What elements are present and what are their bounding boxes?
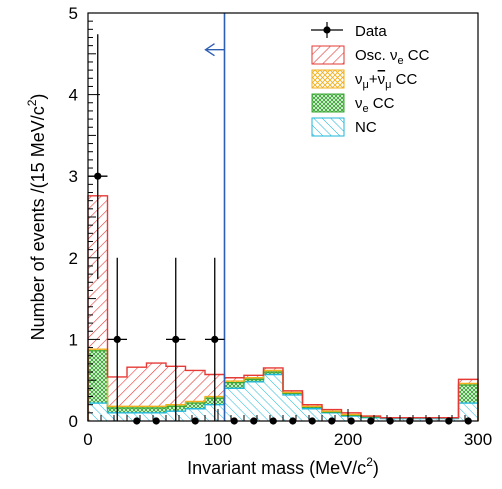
bar-osc-5 [185, 370, 205, 402]
legend: Data Osc. νe CC νμ+νμ CC νe CC NC [311, 22, 430, 137]
bar-nue-8 [244, 379, 264, 382]
bar-nc-5 [185, 408, 205, 421]
data-point-6 [211, 335, 219, 343]
x-tick-label: 100 [204, 430, 232, 449]
bar-osc-7 [224, 377, 244, 382]
legend-item-nue: νe CC [311, 93, 395, 115]
bar-nc-7 [224, 388, 244, 421]
bar-osc-9 [263, 367, 283, 371]
bar-nc-9 [263, 374, 283, 421]
legend-item-nc: NC [311, 117, 377, 137]
plot-frame [87, 12, 479, 422]
outline-osc [87, 195, 479, 421]
legend-label-numu: νμ+νμ CC [355, 71, 417, 91]
bar-nc-2 [127, 412, 147, 421]
bar-osc-10 [283, 390, 303, 393]
axis-ticks [87, 12, 479, 422]
x-tick-label: 300 [464, 430, 492, 449]
bar-osc-11 [302, 404, 322, 407]
legend-label-nc: NC [355, 119, 377, 136]
legend-label-osc: Osc. νe CC [355, 47, 430, 67]
legend-label-nue: νe CC [355, 95, 395, 115]
bar-nc-0 [88, 403, 108, 421]
bar-numu-3 [146, 406, 166, 408]
bar-osc-8 [244, 375, 264, 378]
x-tick-label: 200 [334, 430, 362, 449]
bar-nue-9 [263, 372, 283, 375]
bar-osc-19 [458, 379, 478, 384]
bar-nue-0 [88, 350, 108, 404]
legend-item-numu: νμ+νμ CC [311, 69, 417, 91]
bar-osc-13 [341, 412, 361, 415]
bar-nc-11 [302, 408, 322, 421]
bar-numu-9 [263, 370, 283, 373]
bar-nc-3 [146, 412, 166, 421]
data-point-1 [113, 335, 121, 343]
y-tick-label: 3 [69, 167, 78, 186]
bar-nue-3 [146, 407, 166, 413]
bar-numu-7 [224, 381, 244, 383]
y-tick-label: 0 [69, 412, 78, 431]
legend-item-data: Data [311, 22, 387, 40]
bar-numu-19 [458, 383, 478, 386]
y-tick-label: 1 [69, 330, 78, 349]
x-axis-title: Invariant mass (MeV/c2) [187, 455, 379, 478]
bar-osc-2 [127, 367, 147, 407]
bar-nc-8 [244, 381, 264, 421]
stacked-histogram [87, 195, 479, 421]
cut-arrow-head [204, 43, 215, 57]
bar-numu-5 [185, 401, 205, 404]
y-tick-label: 5 [69, 4, 78, 23]
bar-nc-10 [283, 394, 303, 421]
bar-nue-2 [127, 407, 147, 413]
bar-nue-5 [185, 403, 205, 409]
legend-item-osc: Osc. νe CC [311, 45, 430, 67]
bar-nue-7 [224, 382, 244, 389]
bar-nue-10 [283, 393, 303, 395]
bar-numu-2 [127, 406, 147, 408]
bar-nc-12 [322, 412, 342, 421]
x-tick-label: 0 [83, 430, 92, 449]
bar-numu-0 [88, 349, 108, 351]
bar-osc-12 [322, 409, 342, 412]
bar-osc-3 [146, 363, 166, 407]
bar-nc-19 [458, 403, 478, 421]
bar-numu-8 [244, 377, 264, 380]
y-tick-label: 4 [69, 86, 78, 105]
legend-label-data: Data [355, 23, 387, 40]
data-points [88, 34, 472, 425]
cut-marker [204, 13, 226, 421]
y-tick-label: 2 [69, 249, 78, 268]
y-axis-title: Number of events /(15 MeV/c2) [25, 94, 48, 341]
bar-nue-11 [302, 407, 322, 409]
bar-nue-19 [458, 385, 478, 404]
tick-labels: 0 100 200 300 0 1 2 3 4 5 [69, 4, 493, 449]
data-point-4 [172, 335, 180, 343]
